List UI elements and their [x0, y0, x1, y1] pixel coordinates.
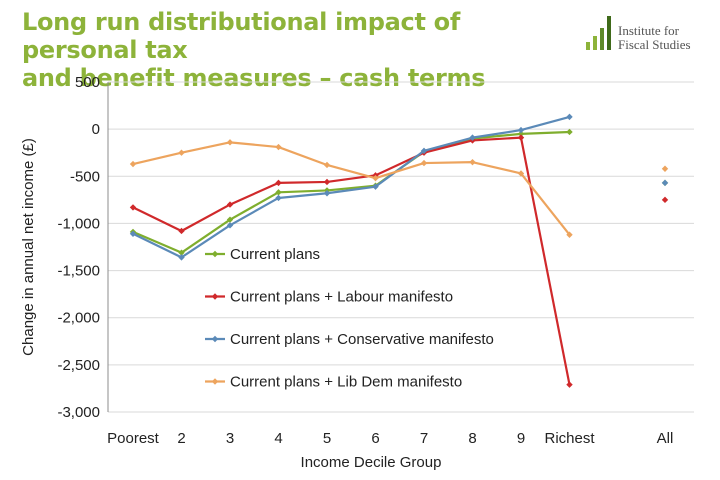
y-tick-label: -1,500: [57, 263, 100, 280]
legend-swatch-marker: [211, 378, 219, 385]
data-point: [517, 134, 525, 141]
data-point: [566, 231, 573, 238]
bar-chart-logo-icon: [586, 16, 611, 50]
x-tick-label: 2: [177, 430, 185, 447]
x-tick-label: 6: [371, 430, 379, 447]
data-point-all: [661, 165, 669, 172]
legend-entry-0: Current plans: [205, 246, 320, 263]
series-layer: [129, 113, 669, 388]
data-point: [323, 161, 331, 169]
data-point-all: [661, 196, 669, 204]
series-line: [132, 141, 571, 236]
logo-line1: Institute for: [618, 23, 680, 38]
data-point: [566, 381, 573, 388]
data-point: [226, 222, 234, 229]
y-tick-label: -3,000: [57, 404, 100, 421]
axis-layer: 500 0 -500 -1,000 -1,500 -2,000 -2,500 -3,000 Po…: [20, 74, 673, 471]
x-tick-label: 8: [468, 430, 476, 447]
legend: Current plans Current plans + Labour mani…: [205, 246, 494, 391]
legend-swatch-marker: [211, 293, 219, 300]
data-point: [372, 183, 379, 190]
legend-label: Current plans + Lib Dem manifesto: [230, 374, 462, 391]
series-line: [132, 136, 571, 385]
data-point: [226, 139, 234, 146]
legend-label: Current plans: [230, 246, 320, 263]
data-point: [275, 143, 282, 151]
data-point: [129, 204, 137, 211]
legend-swatch-marker: [211, 250, 219, 258]
data-point: [275, 194, 282, 202]
y-tick-label: -500: [70, 168, 100, 185]
legend-label: Current plans + Conservative manifesto: [230, 331, 494, 348]
chart-title-line1: Long run distributional impact of person…: [22, 8, 461, 64]
y-tick-label: -2,500: [57, 357, 100, 374]
legend-label: Current plans + Labour manifesto: [230, 289, 453, 306]
series-2: [129, 113, 669, 261]
data-point: [566, 113, 573, 121]
logo-line2: Fiscal Studies: [618, 37, 691, 52]
x-tick-label: 7: [420, 430, 428, 447]
data-point: [517, 130, 525, 138]
data-point: [275, 179, 282, 187]
x-tick-label: 3: [226, 430, 234, 447]
data-point: [178, 254, 185, 261]
y-tick-label: 0: [92, 121, 100, 138]
data-point: [129, 230, 137, 237]
legend-entry-3: Current plans + Lib Dem manifesto: [205, 374, 462, 391]
x-tick-label: 4: [274, 430, 282, 447]
chart-title: Long run distributional impact of person…: [22, 8, 582, 92]
series-1: [129, 134, 669, 388]
data-point: [566, 128, 573, 136]
data-point: [517, 126, 525, 134]
grid-layer: [108, 81, 694, 413]
series-line: [132, 115, 570, 259]
x-tick-label: 5: [323, 430, 331, 447]
x-tick-label: Richest: [544, 430, 595, 447]
data-point: [517, 170, 525, 177]
logo-text: Institute for Fiscal Studies: [618, 24, 691, 52]
series-line: [132, 130, 570, 254]
y-tick-label: 500: [75, 74, 100, 91]
x-tick-label: 9: [517, 430, 525, 447]
series-0: [129, 128, 669, 256]
data-point: [469, 158, 476, 166]
ifs-logo: Institute for Fiscal Studies: [584, 12, 714, 54]
data-point: [372, 174, 379, 182]
data-point: [469, 134, 476, 141]
data-point: [178, 149, 185, 156]
legend-swatch-marker: [211, 335, 219, 343]
chart-title-line2: and benefit measures – cash terms: [22, 64, 486, 92]
data-point: [323, 190, 331, 197]
data-point: [275, 189, 282, 196]
x-tick-label-all: All: [657, 430, 674, 447]
x-tick-label: Poorest: [107, 430, 160, 447]
data-point: [226, 216, 234, 223]
y-axis-title: Change in annual net income (£): [20, 138, 37, 356]
data-point-all: [661, 179, 669, 187]
data-point: [129, 160, 137, 168]
y-tick-label: -1,000: [57, 215, 100, 232]
series-3: [129, 139, 669, 238]
legend-entry-2: Current plans + Conservative manifesto: [205, 331, 494, 348]
y-tick-label: -2,000: [57, 310, 100, 327]
data-point: [420, 159, 428, 167]
data-point: [178, 249, 185, 256]
data-point: [226, 201, 234, 208]
x-axis-title: Income Decile Group: [301, 454, 442, 471]
data-point: [323, 178, 331, 186]
legend-entry-1: Current plans + Labour manifesto: [205, 289, 453, 306]
data-point: [178, 227, 185, 235]
data-point: [420, 147, 428, 155]
